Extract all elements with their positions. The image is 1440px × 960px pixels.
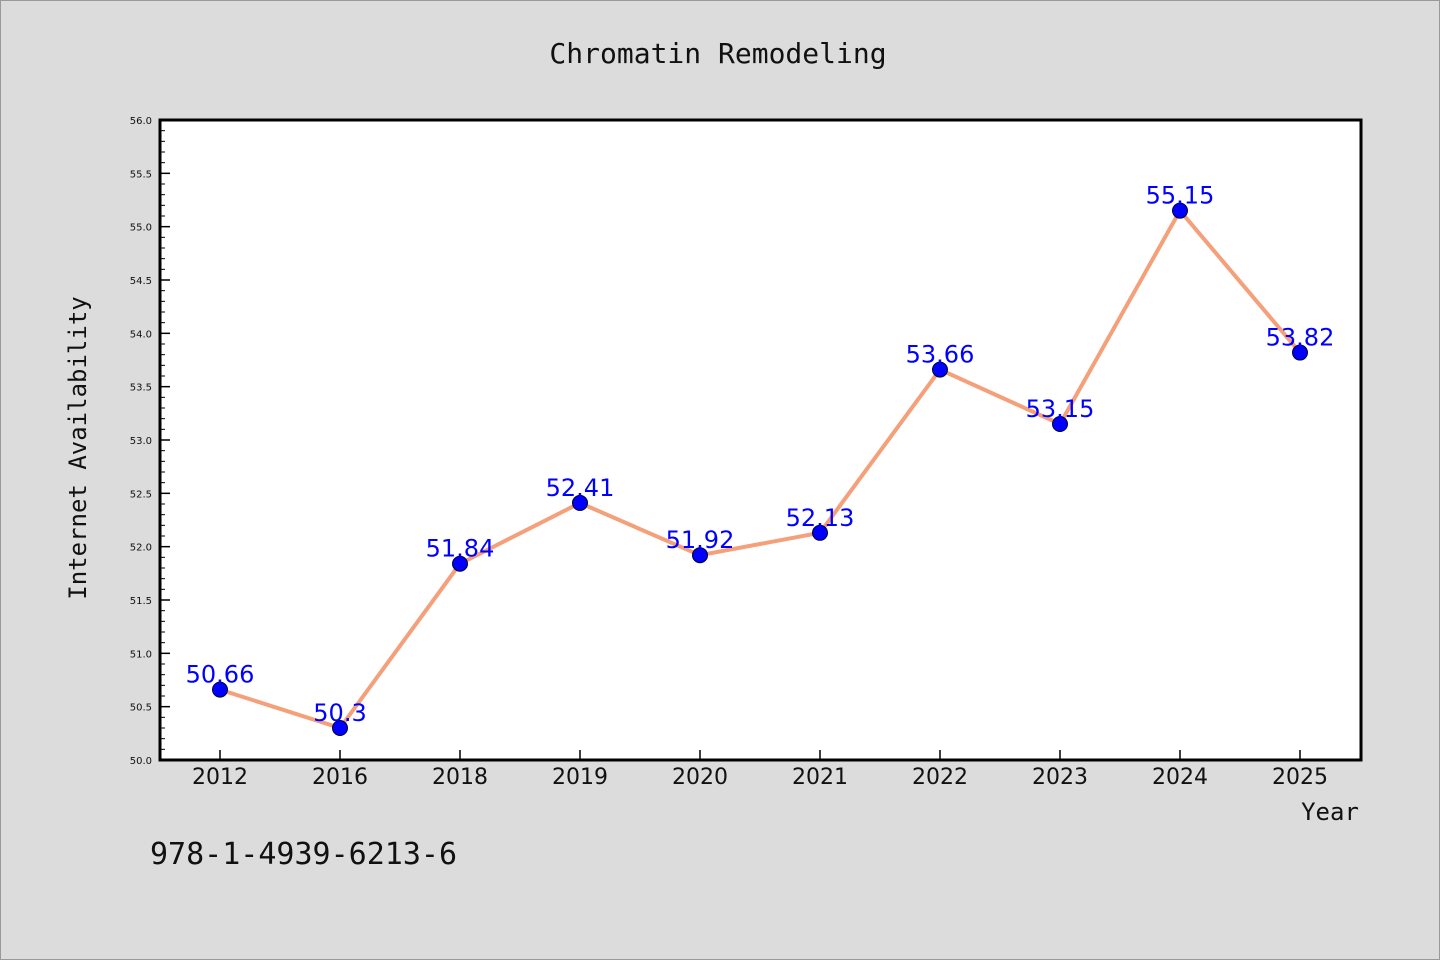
series-polyline (218, 208, 1302, 730)
y-tick-label: 55.0 (130, 223, 152, 234)
x-tick-label: 2023 (1032, 765, 1088, 790)
y-tick-label: 52.0 (130, 543, 152, 554)
x-axis-label: Year (1301, 798, 1359, 826)
data-point (1052, 416, 1068, 432)
data-label: 53.66 (906, 341, 975, 369)
y-tick-label: 53.0 (130, 436, 152, 447)
data-point (812, 524, 828, 541)
y-axis-label: Internet Availability (64, 296, 92, 599)
y-tick-label: 50.5 (130, 703, 152, 714)
data-label: 52.41 (546, 474, 615, 502)
y-tick-label: 51.0 (130, 649, 152, 660)
data-point (932, 361, 948, 378)
y-tick-label: 55.5 (130, 169, 152, 180)
x-tick-label: 2024 (1152, 765, 1208, 790)
x-tick-label: 2025 (1272, 765, 1328, 790)
x-tick-label: 2022 (912, 765, 968, 790)
y-tick-label: 56.0 (130, 116, 152, 127)
x-tick-label: 2019 (552, 765, 608, 790)
data-label: 50.66 (186, 661, 255, 689)
y-tick-label: 53.5 (130, 383, 152, 394)
data-label: 53.82 (1266, 324, 1335, 352)
data-point (692, 547, 708, 564)
plot-area (158, 118, 1363, 762)
data-point (1172, 202, 1188, 219)
data-label: 55.15 (1146, 182, 1215, 210)
x-tick-label: 2012 (192, 765, 248, 790)
x-axis: 2012 2016 2018 2019 2020 2021 2022 2023 2024 2025 (192, 750, 1328, 790)
series-line (218, 208, 1302, 730)
y-tick-label: 54.5 (130, 276, 152, 287)
y-tick-label: 51.5 (130, 596, 152, 607)
x-tick-label: 2018 (432, 765, 488, 790)
data-point (1292, 344, 1308, 361)
data-label: 51.92 (666, 526, 735, 554)
data-label: 53.15 (1026, 395, 1095, 423)
isbn-text: 978-1-4939-6213-6 (150, 837, 457, 872)
data-point (212, 681, 228, 698)
data-point (452, 555, 468, 572)
data-point (572, 494, 588, 511)
data-labels: 50.66 50.3 51.84 52.41 51.92 52.13 53.66 53.15 5… (186, 182, 1335, 727)
chart-title: Chromatin Remodeling (549, 37, 886, 70)
data-point (332, 720, 348, 736)
y-axis: 50.0 50.5 51.0 51.5 52.0 52.5 53.0 53.5 54.0 54.5… (130, 116, 170, 767)
data-label: 50.3 (313, 699, 366, 727)
series-markers (212, 202, 1308, 736)
data-label: 51.84 (426, 535, 495, 563)
y-tick-label: 50.0 (130, 756, 152, 767)
x-tick-label: 2020 (672, 765, 728, 790)
y-tick-label: 54.0 (130, 329, 152, 340)
data-label: 52.13 (786, 504, 855, 532)
x-tick-label: 2021 (792, 765, 848, 790)
x-tick-label: 2016 (312, 765, 368, 790)
y-tick-label: 52.5 (130, 489, 152, 500)
